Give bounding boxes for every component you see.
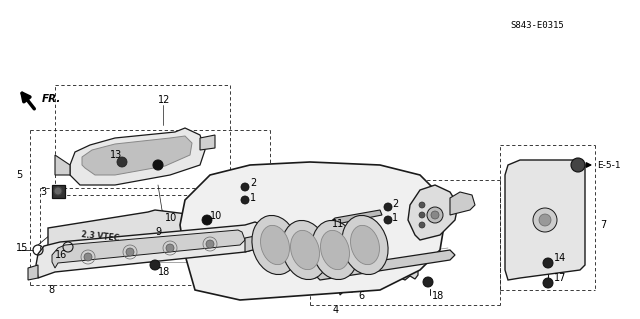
Polygon shape [52, 185, 65, 198]
Text: 3: 3 [40, 187, 46, 197]
Text: 14: 14 [554, 253, 566, 263]
Circle shape [539, 214, 551, 226]
Polygon shape [36, 222, 265, 278]
Polygon shape [200, 135, 215, 150]
Ellipse shape [321, 230, 349, 270]
Polygon shape [315, 250, 455, 280]
Ellipse shape [312, 220, 358, 279]
Text: 7: 7 [600, 220, 606, 230]
Text: 5: 5 [16, 170, 22, 180]
Circle shape [166, 244, 174, 252]
Polygon shape [450, 192, 475, 215]
Text: 18: 18 [158, 267, 170, 277]
Text: FR.: FR. [42, 94, 61, 104]
Circle shape [431, 211, 439, 219]
Text: 6: 6 [358, 291, 364, 301]
Text: 9: 9 [155, 227, 161, 237]
Text: 2: 2 [250, 178, 256, 188]
Text: 18: 18 [432, 291, 444, 301]
Circle shape [206, 240, 214, 248]
Polygon shape [70, 128, 205, 185]
Polygon shape [330, 210, 382, 224]
Text: 15: 15 [16, 243, 28, 253]
Circle shape [384, 216, 392, 224]
Ellipse shape [342, 215, 388, 275]
Text: 8: 8 [48, 285, 54, 295]
Polygon shape [308, 265, 318, 278]
Polygon shape [245, 235, 260, 252]
Polygon shape [55, 155, 70, 175]
Ellipse shape [252, 215, 298, 275]
Circle shape [427, 207, 443, 223]
Ellipse shape [260, 225, 289, 265]
Text: 17: 17 [554, 273, 566, 283]
Circle shape [153, 160, 163, 170]
Polygon shape [52, 230, 245, 268]
Polygon shape [48, 210, 195, 248]
Polygon shape [408, 185, 458, 240]
Text: 2.3 VTEC: 2.3 VTEC [81, 231, 120, 243]
Circle shape [419, 202, 425, 208]
Polygon shape [82, 136, 192, 175]
Ellipse shape [351, 225, 380, 265]
Text: 4: 4 [333, 305, 339, 315]
Text: 10: 10 [165, 213, 177, 223]
Circle shape [533, 208, 557, 232]
Text: S843-E0315: S843-E0315 [510, 21, 564, 30]
Polygon shape [28, 265, 38, 280]
Text: 1: 1 [250, 193, 256, 203]
Text: 11: 11 [332, 219, 344, 229]
Text: 16: 16 [55, 250, 67, 260]
Circle shape [419, 222, 425, 228]
Circle shape [571, 158, 585, 172]
Polygon shape [505, 160, 585, 280]
Circle shape [423, 277, 433, 287]
Circle shape [241, 183, 249, 191]
Circle shape [117, 157, 127, 167]
Polygon shape [338, 261, 418, 295]
Circle shape [126, 248, 134, 256]
Circle shape [150, 260, 160, 270]
Ellipse shape [291, 230, 319, 270]
Circle shape [54, 187, 62, 195]
Circle shape [84, 253, 92, 261]
Circle shape [543, 258, 553, 268]
Polygon shape [368, 250, 382, 262]
Text: 13: 13 [110, 150, 122, 160]
Text: 2: 2 [392, 199, 398, 209]
Circle shape [419, 212, 425, 218]
Polygon shape [180, 162, 445, 300]
Circle shape [543, 278, 553, 288]
Text: 12: 12 [158, 95, 170, 105]
Text: 1: 1 [392, 213, 398, 223]
Circle shape [241, 196, 249, 204]
Text: 10: 10 [210, 211, 222, 221]
Ellipse shape [282, 220, 328, 279]
Circle shape [202, 215, 212, 225]
Text: E-5-1: E-5-1 [597, 160, 621, 169]
Circle shape [384, 203, 392, 211]
